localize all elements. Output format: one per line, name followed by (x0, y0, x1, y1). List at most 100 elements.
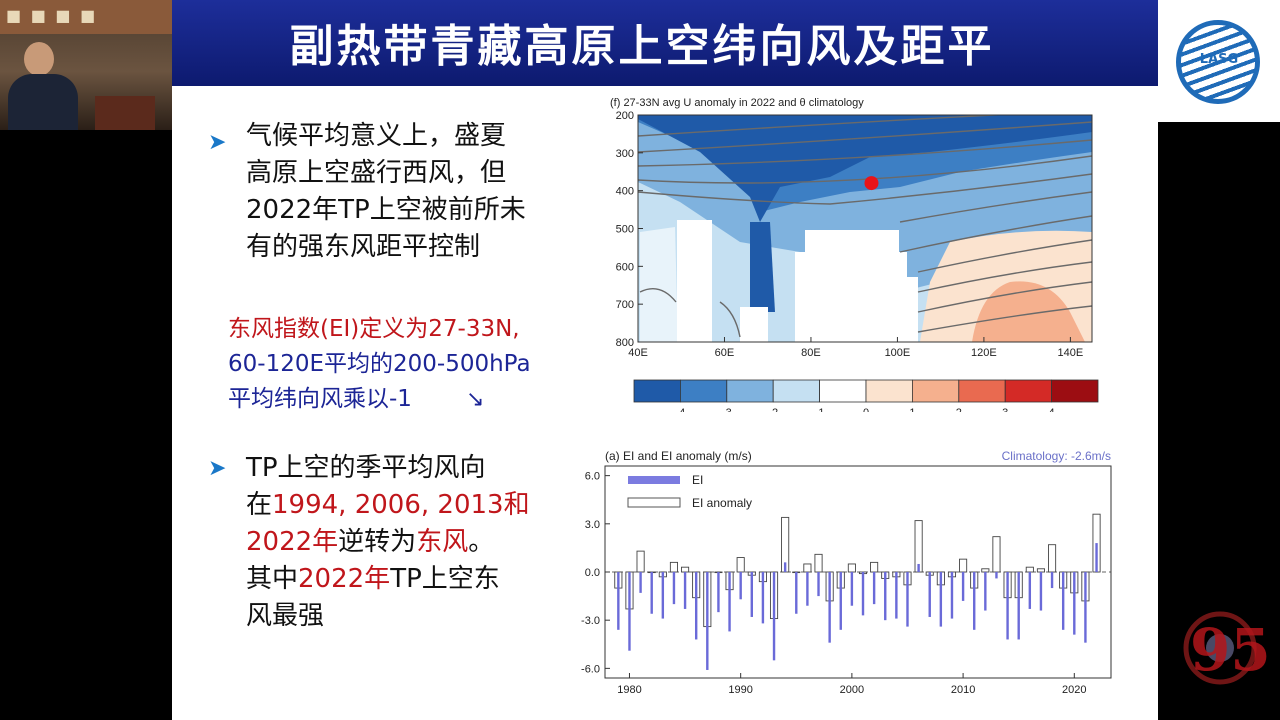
ei-bar (1028, 572, 1032, 609)
bar-x-tick-label: 2000 (840, 684, 864, 696)
bar-y-tick-label: -6.0 (581, 663, 600, 675)
barchart-title: (a) EI and EI anomaly (m/s) (605, 449, 752, 463)
anniversary-95-logo: 95 (1183, 611, 1271, 685)
anomaly-bar (959, 558, 968, 573)
anomaly-bar (803, 563, 812, 573)
bullet2-line: 2022年逆转为东风。 (246, 527, 495, 557)
heatmap-y-tick-label: 700 (616, 299, 634, 311)
heatmap-x-tick-label: 120E (971, 347, 997, 359)
ei-bar (872, 572, 876, 605)
ei-bar (817, 572, 820, 597)
ei-bar (1073, 572, 1076, 635)
barchart-y-axis: 6.0 3.0 0.0 -3.0 -6.0 (581, 471, 610, 675)
anomaly-bar (992, 536, 1001, 573)
anomaly-bar (636, 550, 645, 573)
bar-x-tick-label: 1980 (617, 684, 641, 696)
heatmap-x-tick-label: 40E (628, 347, 648, 359)
ei-bar (917, 563, 920, 572)
colorbar-tick-label: -3 (722, 407, 732, 412)
ei-bar (828, 572, 831, 643)
bullet1-line: 高原上空盛行西风，但 (246, 158, 507, 188)
ei-bar (950, 572, 954, 619)
bullet1-line: 气候平均意义上，盛夏 (246, 121, 507, 151)
heatmap-y-tick-label: 400 (616, 186, 634, 198)
podium (95, 96, 155, 130)
ei-bar (628, 572, 631, 651)
heatmap-y-axis: 200 300 400 500 600 700 800 (616, 110, 643, 349)
colorbar-tick-label: -4 (676, 407, 686, 412)
colorbar-tick-label: -1 (815, 407, 825, 412)
anomaly-bar (736, 557, 745, 573)
ei-bar (973, 572, 976, 630)
anomaly-bar (681, 566, 690, 573)
ei-bar (617, 572, 620, 630)
anomaly-bar (669, 561, 678, 573)
colorbar-swatch (865, 379, 913, 403)
colorbar-tick-label: 4 (1049, 407, 1055, 412)
barchart-x-axis: 1980 1990 2000 2010 2020 (617, 673, 1087, 696)
ei-bar (1061, 572, 1065, 630)
ei-bar (739, 572, 742, 600)
colorbar-swatch (1051, 379, 1099, 403)
definition-line: 东风指数(EI)定义为27-33N, (228, 316, 520, 342)
ei-bar (861, 572, 865, 616)
bullet2-line: TP上空的季平均风向 (246, 453, 486, 483)
bullet1-line: 2022年TP上空被前所未 (246, 195, 526, 225)
heatmap-title: (f) 27-33N avg U anomaly in 2022 and θ c… (610, 97, 864, 109)
ei-bar (772, 572, 776, 661)
bar-y-tick-label: 3.0 (585, 519, 600, 531)
legend-swatch-anomaly (627, 497, 681, 508)
presenter-head (24, 42, 54, 76)
heatmap-y-tick-label: 200 (616, 110, 634, 122)
ei-bar (706, 572, 709, 670)
bullet2-line: 其中2022年TP上空东 (246, 564, 500, 594)
heatmap-y-tick-label: 300 (616, 148, 634, 160)
u-anomaly-heatmap: (f) 27-33N avg U anomaly in 2022 and θ c… (610, 97, 1099, 412)
ei-bar (694, 572, 698, 640)
ei-bar (895, 572, 898, 619)
bullet1-text: 气候平均意义上，盛夏 高原上空盛行西风，但 2022年TP上空被前所未 有的强东… (246, 118, 526, 266)
colorbar-swatch (1004, 379, 1053, 403)
anomaly-bar (870, 561, 879, 573)
colorbar-tick-label: 3 (1002, 407, 1008, 412)
legend-label-anomaly: EI anomaly (692, 496, 752, 510)
ei-bar-chart: (a) EI and EI anomaly (m/s) Climatology:… (581, 449, 1112, 696)
ei-definition: 东风指数(EI)定义为27-33N, 60-120E平均的200-500hPa … (228, 312, 531, 417)
legend-swatch-ei (628, 476, 680, 484)
bar-x-tick-label: 1990 (728, 684, 752, 696)
presentation-slide: 副热带青藏高原上空纬向风及距平 ➤ 气候平均意义上，盛夏 高原上空盛行西风，但 … (172, 0, 1158, 720)
ei-bar (717, 572, 720, 613)
bullet2-line: 风最强 (246, 601, 325, 631)
bar-x-tick-label: 2010 (951, 684, 975, 696)
ei-bar (1095, 543, 1098, 572)
bullet1-line: 有的强东风距平控制 (246, 232, 481, 262)
lasg-logo: LASG (1158, 0, 1280, 122)
colorbar-swatch (911, 379, 960, 403)
bar-x-tick-label: 2020 (1062, 684, 1086, 696)
title-bar: 副热带青藏高原上空纬向风及距平 (172, 0, 1158, 86)
heatmap-y-tick-label: 800 (616, 337, 634, 349)
presenter-body (8, 74, 78, 130)
heatmap-colorbar: -4 -3 -2 -1 0 1 2 3 4 (633, 379, 1099, 412)
anomaly-bar (1048, 544, 1057, 573)
ei-bar (839, 572, 842, 630)
ei-bar (795, 572, 798, 614)
ei-bar (928, 572, 931, 617)
anomaly-bar (981, 568, 990, 573)
colorbar-swatch (633, 379, 681, 403)
arrow-icon: ↘ (465, 387, 485, 412)
globe-icon (1176, 20, 1260, 104)
bullet-arrow-icon: ➤ (208, 130, 227, 155)
ei-bar (850, 572, 854, 606)
colorbar-swatch (726, 379, 774, 403)
background-banner: ■ ■ ■ ■ (0, 0, 172, 34)
anomaly-bar (814, 553, 823, 573)
bullet2-text: TP上空的季平均风向 在1994, 2006, 2013和 2022年逆转为东风… (246, 450, 530, 635)
barchart-bars (605, 513, 1111, 670)
logo-text: LASG (1199, 52, 1239, 67)
ei-bar (1017, 572, 1020, 640)
bar-y-tick-label: -3.0 (581, 615, 600, 627)
heatmap-x-tick-label: 100E (885, 347, 911, 359)
ei-bar (906, 572, 909, 627)
ei-bar (683, 572, 687, 609)
